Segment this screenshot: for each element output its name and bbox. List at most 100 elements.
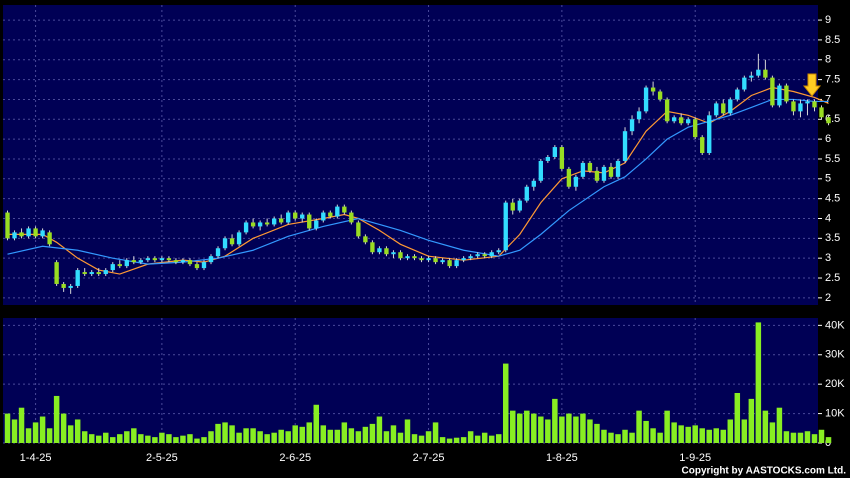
candle-body	[707, 115, 712, 154]
volume-bar	[292, 425, 298, 443]
candle-body	[559, 147, 565, 169]
candle-body	[756, 69, 761, 76]
volume-bar	[243, 428, 249, 443]
x-tick-label: 2-5-25	[146, 452, 178, 464]
price-panel	[3, 5, 818, 305]
candle-body	[187, 260, 193, 265]
y-tick-label: 8	[825, 54, 831, 66]
volume-bar	[124, 431, 130, 443]
volume-bar	[103, 432, 109, 443]
candle-body	[75, 270, 80, 286]
volume-bar	[566, 413, 572, 443]
volume-bar	[306, 422, 312, 443]
volume-bar	[776, 407, 783, 443]
candle-body	[784, 85, 789, 102]
volume-bar	[748, 398, 755, 443]
candle-body	[510, 202, 515, 211]
ma-line	[7, 86, 829, 275]
volume-bar	[517, 413, 523, 443]
candle-body	[264, 222, 270, 225]
candle-body	[257, 222, 263, 227]
candle-body	[68, 285, 73, 288]
volume-bar	[524, 410, 530, 443]
candle-body	[622, 131, 628, 161]
candle-body	[103, 270, 108, 275]
volume-bar	[713, 428, 719, 443]
candle-body	[398, 252, 403, 259]
volume-bar	[334, 429, 341, 443]
volume-bar	[797, 432, 804, 443]
candle-body	[349, 212, 354, 223]
candle-body	[538, 160, 543, 181]
x-tick-label: 1-8-25	[546, 452, 578, 464]
candle-body	[321, 212, 326, 221]
volume-bar	[474, 435, 481, 443]
candle-body	[636, 111, 642, 120]
volume-bar	[67, 425, 74, 443]
volume-bar	[173, 437, 179, 443]
volume-bar	[615, 434, 621, 443]
candle-body	[714, 103, 719, 116]
plot-layer: 1-4-25 2-5-25 2-6-25 2-7-25 1-8-25 1-9-25 2 2.5…	[3, 5, 845, 464]
candle-body	[342, 206, 347, 213]
candle-body	[166, 258, 172, 261]
volume-bar	[755, 322, 762, 443]
volume-bar	[664, 410, 670, 443]
volume-bar	[117, 434, 123, 443]
candle-body	[391, 252, 396, 255]
y-tick-label: 2.5	[825, 272, 840, 284]
candle-body	[826, 117, 831, 124]
volume-bar	[580, 413, 586, 443]
candle-body	[594, 170, 600, 181]
volume-bar	[285, 431, 291, 443]
volume-bar	[60, 413, 67, 443]
volume-bar	[594, 423, 600, 443]
candle-body	[735, 89, 740, 100]
volume-bar	[18, 407, 25, 443]
candle-body	[117, 264, 122, 267]
candle-body	[524, 186, 529, 201]
volume-bar	[355, 431, 362, 443]
volume-bar	[601, 429, 607, 443]
volume-bar	[278, 429, 284, 443]
volume-bar	[341, 422, 348, 443]
volume-bar	[811, 434, 818, 443]
candle-body	[47, 232, 52, 245]
x-tick-label: 2-7-25	[413, 452, 445, 464]
volume-bar	[481, 432, 488, 443]
y-tick-label: 20K	[825, 378, 845, 390]
volume-bar	[699, 428, 705, 443]
candle-body	[475, 254, 480, 257]
volume-bar	[11, 419, 18, 443]
x-tick-label: 2-6-25	[279, 452, 311, 464]
candle-body	[629, 119, 635, 132]
candle-body	[615, 160, 621, 177]
candle-body	[447, 260, 452, 267]
volume-bar	[159, 432, 165, 443]
volume-bar	[531, 413, 537, 443]
volume-bar	[74, 419, 81, 443]
y-tick-label: 3.5	[825, 232, 840, 244]
candle-body	[552, 147, 558, 157]
candle-body	[194, 264, 200, 269]
candle-body	[138, 260, 144, 263]
volume-bar	[446, 438, 453, 443]
candle-body	[293, 212, 298, 219]
candle-body	[763, 69, 768, 78]
volume-bar	[229, 425, 235, 443]
volume-bar	[383, 431, 390, 443]
volume-bar	[657, 432, 663, 443]
volume-bar	[502, 363, 509, 443]
candle-body	[131, 260, 136, 263]
volume-bar	[222, 422, 228, 443]
candle-body	[742, 77, 747, 90]
candle-body	[356, 222, 361, 237]
candle-body	[496, 250, 501, 253]
volume-bar	[559, 416, 565, 443]
copyright: Copyright by AASTOCKS.com Ltd.	[682, 466, 847, 477]
y-tick-label: 5	[825, 173, 831, 185]
volume-bar	[257, 431, 263, 443]
candle-body	[314, 220, 319, 229]
y-tick-label: 4	[825, 212, 831, 224]
